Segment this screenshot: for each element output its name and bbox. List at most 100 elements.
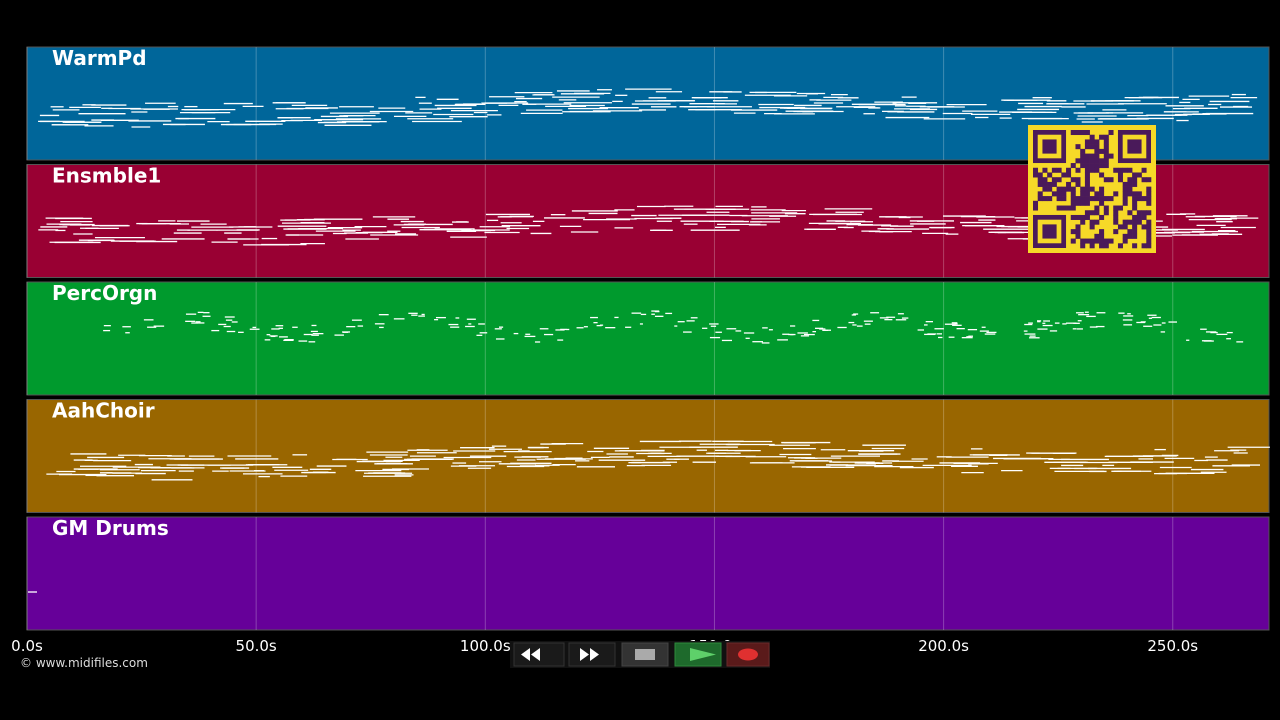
qr-cell (1103, 177, 1109, 183)
qr-cell (1084, 153, 1090, 159)
tick-label: 200.0s (918, 637, 969, 655)
qr-cell (1146, 224, 1152, 230)
qr-cell (1075, 196, 1081, 202)
qr-cell (1080, 214, 1086, 220)
qr-cell (1122, 233, 1128, 239)
qr-cell (1099, 163, 1105, 169)
track-name: GM Drums (52, 516, 169, 540)
record-button[interactable] (726, 642, 770, 667)
qr-cell (1127, 177, 1133, 183)
qr-cell (1075, 130, 1081, 136)
qr-cell (1113, 191, 1119, 197)
qr-cell (1132, 224, 1138, 230)
rewind-button[interactable] (513, 642, 565, 667)
qr-cell (1117, 205, 1123, 211)
qr-cell (1127, 186, 1133, 192)
qr-cell (1127, 210, 1133, 216)
track-lane (26, 516, 1270, 631)
qr-cell (1080, 148, 1086, 154)
qr-cell (1122, 224, 1128, 230)
qr-cell (1056, 196, 1062, 202)
qr-cell (1042, 167, 1048, 173)
qr-cell (1080, 191, 1086, 197)
qr-cell (1132, 214, 1138, 220)
qr-cell (1108, 238, 1114, 244)
qr-cell (1061, 205, 1067, 211)
qr-cell (1103, 139, 1109, 145)
transport-controls (510, 641, 770, 668)
qr-cell (1103, 205, 1109, 211)
qr-cell (1075, 144, 1081, 150)
qr-cell (1132, 181, 1138, 187)
track-name: WarmPd (52, 46, 147, 70)
qr-cell (1127, 191, 1133, 197)
copyright: © www.midifiles.com (20, 656, 148, 670)
qr-cell (1117, 243, 1123, 249)
qr-cell (1051, 191, 1057, 197)
qr-cell (1070, 205, 1076, 211)
qr-cell (1075, 200, 1081, 206)
qr-cell (1084, 177, 1090, 183)
qr-cell (1141, 224, 1147, 230)
qr-cell (1122, 181, 1128, 187)
qr-cell (1132, 219, 1138, 225)
qr-cell (1099, 200, 1105, 206)
qr-cell (1132, 196, 1138, 202)
qr-cell (1075, 158, 1081, 164)
qr-cell (1108, 177, 1114, 183)
qr-cell (1099, 238, 1105, 244)
qr-cell (1084, 238, 1090, 244)
qr-cell (1084, 172, 1090, 178)
qr-cell (1146, 191, 1152, 197)
qr-cell (1122, 191, 1128, 197)
qr-cell (1075, 233, 1081, 239)
qr-cell (1146, 233, 1152, 239)
qr-cell (1136, 214, 1142, 220)
qr-cell (1132, 191, 1138, 197)
qr-cell (1084, 196, 1090, 202)
qr-cell (1056, 186, 1062, 192)
qr-cell (1080, 130, 1086, 136)
qr-cell (1089, 144, 1095, 150)
qr-cell (1047, 186, 1053, 192)
tick-label: 250.0s (1147, 637, 1198, 655)
qr-cell (1099, 186, 1105, 192)
qr-cell (1103, 148, 1109, 154)
qr-cell (1080, 153, 1086, 159)
qr-cell (1136, 219, 1142, 225)
tick-label: 100.0s (460, 637, 511, 655)
qr-cell (1103, 196, 1109, 202)
play-button[interactable] (674, 642, 722, 667)
qr-cell (1051, 167, 1057, 173)
qr-cell (1146, 200, 1152, 206)
qr-finder (1042, 224, 1057, 239)
qr-cell (1089, 139, 1095, 145)
qr-cell (1089, 224, 1095, 230)
qr-cell (1146, 196, 1152, 202)
qr-finder (1042, 139, 1057, 154)
qr-cell (1136, 172, 1142, 178)
fast-forward-button[interactable] (568, 642, 616, 667)
stop-button[interactable] (621, 642, 669, 667)
qr-cell (1132, 172, 1138, 178)
qr-cell (1094, 191, 1100, 197)
qr-cell (1094, 219, 1100, 225)
qr-cell (1099, 243, 1105, 249)
qr-cell (1037, 177, 1043, 183)
qr-cell (1084, 139, 1090, 145)
qr-cell (1089, 153, 1095, 159)
qr-cell (1132, 233, 1138, 239)
qr-cell (1080, 200, 1086, 206)
qr-cell (1108, 153, 1114, 159)
qr-cell (1070, 177, 1076, 183)
qr-cell (1103, 163, 1109, 169)
qr-cell (1047, 172, 1053, 178)
qr-cell (1146, 186, 1152, 192)
track: PercOrgn (26, 281, 1270, 396)
qr-cell (1033, 172, 1039, 178)
qr-cell (1113, 205, 1119, 211)
qr-cell (1070, 238, 1076, 244)
qr-cell (1132, 200, 1138, 206)
qr-cell (1033, 205, 1039, 211)
qr-cell (1066, 181, 1072, 187)
